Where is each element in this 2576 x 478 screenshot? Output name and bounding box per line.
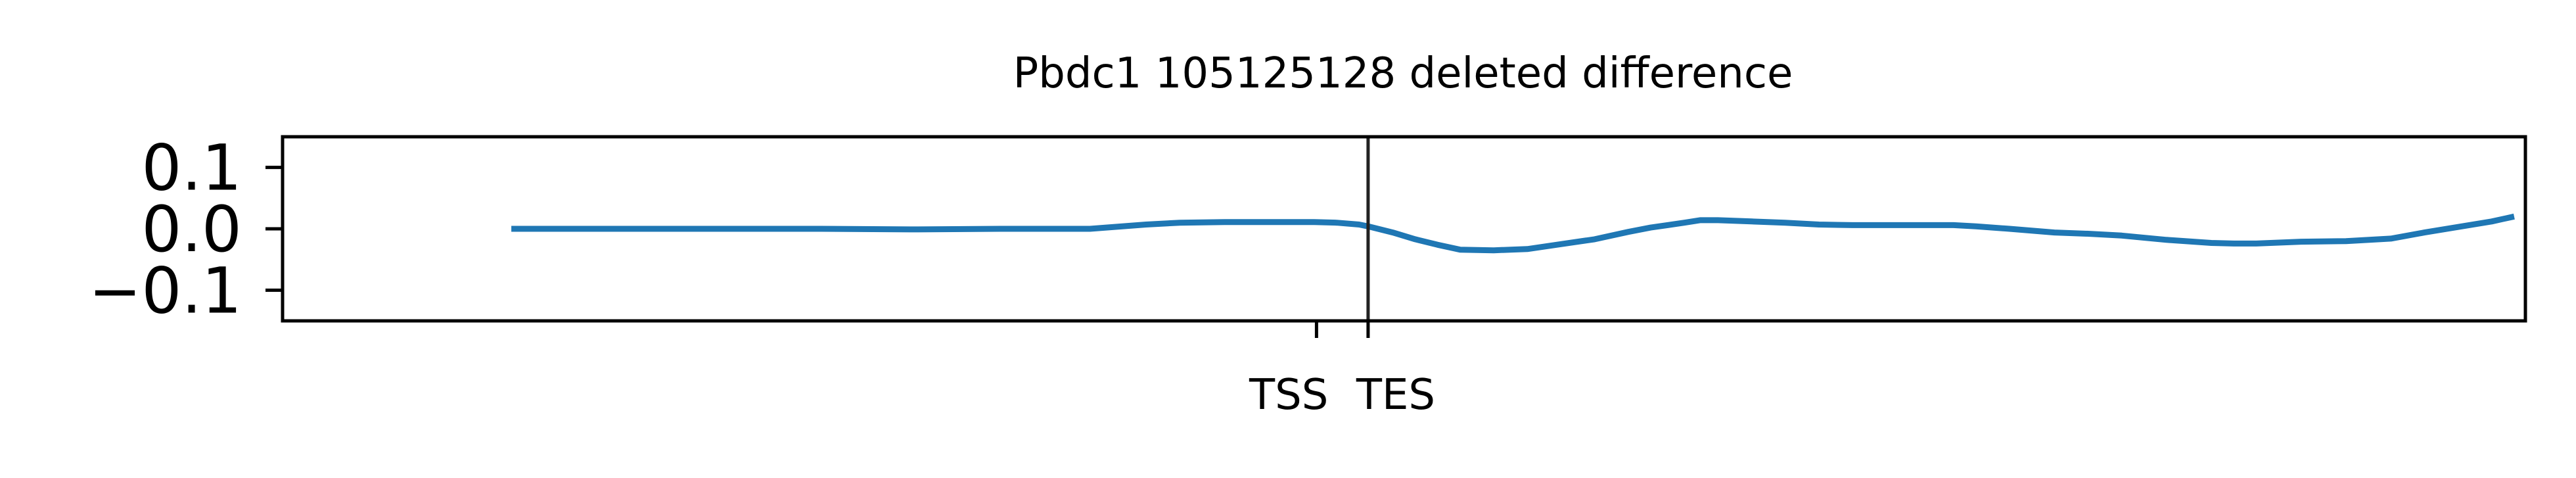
plot-area: 0.10.0−0.1 TSS TES xyxy=(89,131,2527,419)
y-tick-label-2: −0.1 xyxy=(89,254,242,327)
series-line-0 xyxy=(511,213,2515,254)
x-tick-label-0: TSS xyxy=(1249,371,1328,419)
y-tick-label-1: 0.0 xyxy=(141,193,242,266)
chart-title: Pbdc1 105125128 deleted difference xyxy=(1013,49,1793,98)
y-tick-label-0: 0.1 xyxy=(141,131,242,205)
x-tick-label-1: TES xyxy=(1356,371,1435,419)
